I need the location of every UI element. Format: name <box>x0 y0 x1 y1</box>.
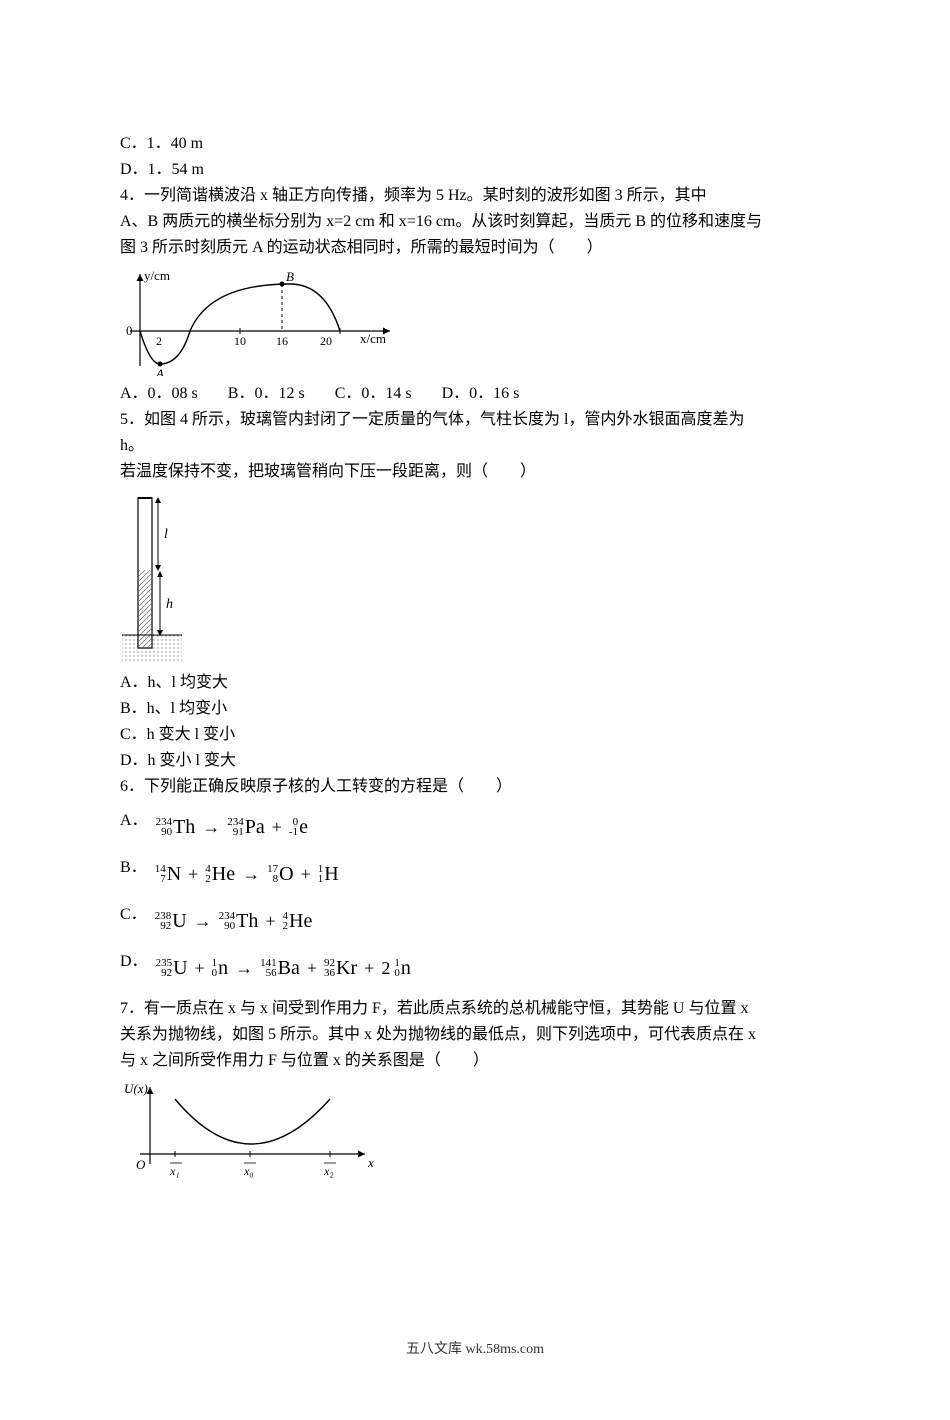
arrow-icon: → <box>235 955 253 982</box>
nuc-s: Th <box>173 812 195 842</box>
coef: 2 <box>381 955 390 982</box>
q6-b-label: B． <box>120 856 147 880</box>
nuc-z: 2 <box>283 921 289 931</box>
q4-label-b: B <box>286 269 294 284</box>
nuc-z: 92 <box>160 921 171 931</box>
nuc-s: Pa <box>245 812 265 842</box>
nuc-z: 92 <box>161 968 172 978</box>
q5-stem-2: h。 <box>120 434 830 458</box>
q4-ylabel: y/cm <box>144 268 170 283</box>
q5-option-d: D．h 变小 l 变大 <box>120 749 830 773</box>
arrow-icon: → <box>202 814 220 841</box>
q7-stem-2: 关系为抛物线，如图 5 所示。其中 x 处为抛物线的最低点，则下列选项中，可代表… <box>120 1023 830 1047</box>
q7-stem-3: 与 x 之间所受作用力 F 与位置 x 的关系图是（ ） <box>120 1049 830 1073</box>
q6-a-label: A． <box>120 809 148 833</box>
q4-stem-3: 图 3 所示时刻质元 A 的运动状态相同时，所需的最短时间为（ ） <box>120 236 830 260</box>
nuc-s: He <box>212 859 235 889</box>
document-page: C．1．40 m D．1．54 m 4．一列简谐横波沿 x 轴正方向传播，频率为… <box>0 0 950 1420</box>
q5-label-l: l <box>164 527 168 542</box>
q7-tick-x1: x₁ <box>169 1164 180 1178</box>
nuc-z: -1 <box>289 827 298 837</box>
q6-stem: 6．下列能正确反映原子核的人工转变的方程是（ ） <box>120 775 830 799</box>
q5-stem-1: 5．如图 4 所示，玻璃管内封闭了一定质量的气体，气柱长度为 l，管内外水银面高… <box>120 408 830 432</box>
nuc-z: 36 <box>324 968 335 978</box>
arrow-icon: → <box>242 861 260 888</box>
q4-option-c: C．0．14 s <box>335 385 412 402</box>
nuc-z: 90 <box>224 921 235 931</box>
q3-option-d: D．1．54 m <box>120 158 830 182</box>
q6-option-d: D． 23592U + 10n → 14156Ba + 9236Kr + 2 1… <box>120 950 830 983</box>
nuc-z: 8 <box>273 874 279 884</box>
q3-option-c: C．1．40 m <box>120 132 830 156</box>
arrow-icon: → <box>194 908 212 935</box>
q6-d-label: D． <box>120 950 148 974</box>
nuc-s: He <box>289 906 312 936</box>
nuc-z: 2 <box>205 874 211 884</box>
plus-icon: + <box>307 955 317 982</box>
q7-origin: O <box>136 1157 146 1172</box>
nuc-s: U <box>173 953 187 983</box>
nuc-z: 0 <box>212 968 218 978</box>
q4-xlabel: x/cm <box>360 331 386 346</box>
q7-ylabel: U(x) <box>124 1081 148 1096</box>
nuc-z: 90 <box>161 827 172 837</box>
nuc-s: H <box>324 859 338 889</box>
q6-option-c: C． 23892U → 23490Th + 42He <box>120 903 830 936</box>
q5-option-a: A．h、l 均变大 <box>120 671 830 695</box>
nuc-s: Ba <box>278 953 300 983</box>
nuc-s: e <box>299 812 308 842</box>
q4-tick-2: 2 <box>156 334 162 348</box>
plus-icon: + <box>364 955 374 982</box>
q4-option-a: A．0．08 s <box>120 385 198 402</box>
q4-tick-10: 10 <box>234 334 246 348</box>
plus-icon: + <box>272 814 282 841</box>
q4-tick-16: 16 <box>276 334 288 348</box>
plus-icon: + <box>195 955 205 982</box>
q4-option-d: D．0．16 s <box>442 385 520 402</box>
nuc-z: 91 <box>233 827 244 837</box>
q4-options: A．0．08 s B．0．12 s C．0．14 s D．0．16 s <box>120 382 830 406</box>
nuc-z: 7 <box>160 874 166 884</box>
nuc-s: U <box>172 906 186 936</box>
plus-icon: + <box>301 861 311 888</box>
q7-stem-1: 7．有一质点在 x 与 x 间受到作用力 F，若此质点系统的总机械能守恒，其势能… <box>120 997 830 1021</box>
nuc-s: O <box>279 859 293 889</box>
q4-option-b: B．0．12 s <box>228 385 305 402</box>
q5-stem-3: 若温度保持不变，把玻璃管稍向下压一段距离，则（ ） <box>120 460 830 484</box>
q4-tick-20: 20 <box>320 334 332 348</box>
q4-label-a: A <box>155 366 164 376</box>
nuc-z: 0 <box>394 968 400 978</box>
nuc-s: N <box>167 859 181 889</box>
q4-origin: 0 <box>126 323 133 338</box>
nuc-z: 56 <box>266 968 277 978</box>
plus-icon: + <box>188 861 198 888</box>
q6-option-a: A． 23490Th → 23491Pa + 0-1e <box>120 809 830 842</box>
q7-xlabel: x <box>367 1155 374 1170</box>
q7-tick-x0: x₀ <box>243 1164 254 1178</box>
q4-figure: y/cm x/cm 0 2 10 16 20 A B <box>120 266 830 376</box>
q5-figure: l h <box>120 490 830 665</box>
q4-stem-1: 4．一列简谐横波沿 x 轴正方向传播，频率为 5 Hz。某时刻的波形如图 3 所… <box>120 184 830 208</box>
nuc-z: 1 <box>318 874 324 884</box>
plus-icon: + <box>265 908 275 935</box>
q5-option-b: B．h、l 均变小 <box>120 697 830 721</box>
nuc-s: Kr <box>336 953 357 983</box>
q5-label-h: h <box>166 597 173 612</box>
nuc-s: n <box>218 953 228 983</box>
q6-option-b: B． 147N + 42He → 178O + 11H <box>120 856 830 889</box>
q6-c-label: C． <box>120 903 147 927</box>
q7-figure: U(x) x O x₁ x₀ x₂ <box>120 1079 830 1179</box>
nuc-s: Th <box>236 906 258 936</box>
q4-stem-2: A、B 两质元的横坐标分别为 x=2 cm 和 x=16 cm。从该时刻算起，当… <box>120 210 830 234</box>
q7-tick-x2: x₂ <box>323 1164 334 1178</box>
page-footer: 五八文库 wk.58ms.com <box>120 1339 830 1360</box>
q5-option-c: C．h 变大 l 变小 <box>120 723 830 747</box>
nuc-s: n <box>401 953 411 983</box>
